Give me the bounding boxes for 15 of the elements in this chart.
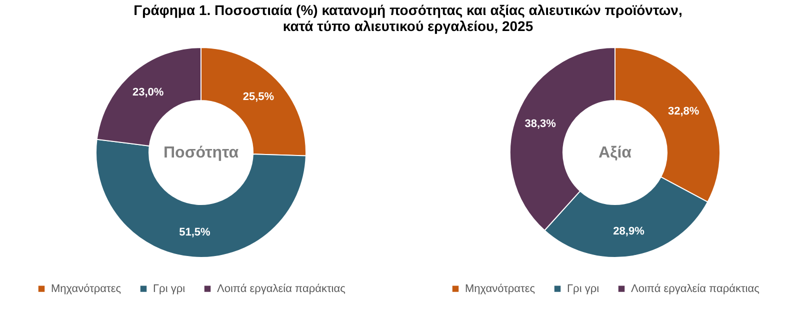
data-label: 23,0% <box>132 86 164 98</box>
data-label: 32,8% <box>668 105 700 118</box>
legend-label: Μηχανότρατες <box>465 282 536 295</box>
text: Αξία <box>598 144 632 162</box>
legend-label: Γρι γρι <box>567 282 600 295</box>
data-label: 25,5% <box>242 90 274 103</box>
legend-label: Λοιπά εργαλεία παράκτιας <box>217 282 346 295</box>
text: Ποσότητα <box>163 144 239 162</box>
legend-label: Λοιπά εργαλεία παράκτιας <box>631 282 760 295</box>
data-label: 28,9% <box>613 225 645 238</box>
data-label: 38,3% <box>524 118 556 130</box>
legend-label: Γρι γρι <box>153 282 186 295</box>
text: Γράφημα 1. Ποσοστιαία (%) κατανομή ποσότητας και αξίας αλιευτικών προϊόντων, κατά τύπο αλιευτικού εργαλείου, 2025 <box>134 2 682 34</box>
data-label: 51,5% <box>179 226 211 238</box>
legend-label: Μηχανότρατες <box>51 282 122 295</box>
